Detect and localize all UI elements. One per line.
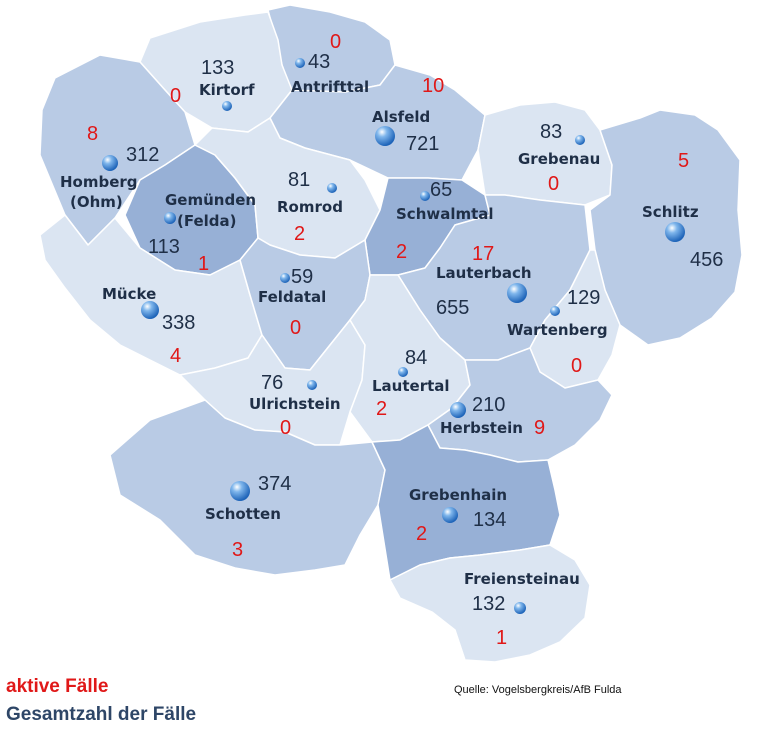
active-cases-feldatal: 0: [290, 317, 301, 339]
municipality-name-grebenhain: Grebenhain: [409, 486, 507, 504]
sphere-marker-icon: [280, 273, 290, 283]
sphere-marker-icon: [550, 306, 560, 316]
total-cases-lautertal: 84: [405, 347, 427, 369]
total-cases-romrod: 81: [288, 169, 310, 191]
sphere-marker-icon: [442, 507, 458, 523]
active-cases-alsfeld: 10: [422, 75, 444, 97]
active-cases-schotten: 3: [232, 539, 243, 561]
active-cases-muecke: 4: [170, 345, 181, 367]
total-cases-schotten: 374: [258, 473, 291, 495]
total-cases-alsfeld: 721: [406, 133, 439, 155]
active-cases-lautertal: 2: [376, 398, 387, 420]
active-cases-kirtorf: 0: [170, 85, 181, 107]
municipality-name-muecke: Mücke: [102, 285, 156, 303]
total-cases-wartenberg: 129: [567, 287, 600, 309]
active-cases-romrod: 2: [294, 223, 305, 245]
total-cases-homberg: 312: [126, 144, 159, 166]
sphere-marker-icon: [375, 126, 395, 146]
municipality-name-homberg: Homberg: [60, 173, 138, 191]
legend-active-cases: aktive Fälle: [6, 676, 109, 697]
sphere-marker-icon: [230, 481, 250, 501]
sphere-marker-icon: [327, 183, 337, 193]
municipality-name-romrod: Romrod: [277, 198, 343, 216]
municipality-name-wartenberg: Wartenberg: [507, 321, 608, 339]
municipality-name-schlitz: Schlitz: [642, 203, 699, 221]
municipality-name-gemuenden: Gemünden: [165, 191, 256, 209]
municipality-labels: Antrifttal430Kirtorf1330Alsfeld72110Homb…: [60, 31, 723, 649]
source-credit: Quelle: Vogelsbergkreis/AfB Fulda: [454, 684, 622, 696]
municipality-name-kirtorf: Kirtorf: [199, 81, 255, 99]
sphere-marker-icon: [575, 135, 585, 145]
total-cases-schlitz: 456: [690, 249, 723, 271]
municipality-name-alsfeld: Alsfeld: [372, 108, 430, 126]
active-cases-antrifttal: 0: [330, 31, 341, 53]
municipality-name-herbstein: Herbstein: [440, 419, 523, 437]
sphere-marker-icon: [102, 155, 118, 171]
district-map: Antrifttal430Kirtorf1330Alsfeld72110Homb…: [39, 4, 743, 663]
active-cases-lauterbach: 17: [472, 243, 494, 265]
municipality-name-schotten: Schotten: [205, 505, 281, 523]
sphere-marker-icon: [450, 402, 466, 418]
legend-total-cases: Gesamtzahl der Fälle: [6, 704, 197, 725]
active-cases-gemuenden: 1: [198, 253, 209, 275]
active-cases-grebenhain: 2: [416, 523, 427, 545]
region-schlitz: [589, 109, 743, 346]
total-cases-feldatal: 59: [291, 266, 313, 288]
total-cases-ulrichstein: 76: [261, 372, 283, 394]
sphere-marker-icon: [222, 101, 232, 111]
region-herbstein: [427, 347, 613, 463]
municipality-name-grebenau: Grebenau: [518, 150, 600, 168]
sphere-marker-icon: [295, 58, 305, 68]
sphere-marker-icon: [507, 283, 527, 303]
total-cases-lauterbach: 655: [436, 297, 469, 319]
total-cases-kirtorf: 133: [201, 57, 234, 79]
total-cases-muecke: 338: [162, 312, 195, 334]
sphere-marker-icon: [307, 380, 317, 390]
municipality-name-lauterbach: Lauterbach: [436, 264, 532, 282]
active-cases-freiensteinau: 1: [496, 627, 507, 649]
active-cases-wartenberg: 0: [571, 355, 582, 377]
total-cases-grebenau: 83: [540, 121, 562, 143]
sphere-marker-icon: [665, 222, 685, 242]
active-cases-schlitz: 5: [678, 150, 689, 172]
total-cases-grebenhain: 134: [473, 509, 506, 531]
municipality-name-feldatal: Feldatal: [258, 288, 326, 306]
total-cases-freiensteinau: 132: [472, 593, 505, 615]
sphere-marker-icon: [420, 191, 430, 201]
municipality-name-antrifttal: Antrifttal: [291, 78, 369, 96]
sphere-marker-icon: [514, 602, 526, 614]
active-cases-ulrichstein: 0: [280, 417, 291, 439]
municipality-name-homberg: (Ohm): [70, 193, 123, 211]
region-freiensteinau: [389, 544, 591, 663]
municipality-name-gemuenden: (Felda): [177, 212, 237, 230]
sphere-marker-icon: [141, 301, 159, 319]
municipality-name-freiensteinau: Freiensteinau: [464, 570, 580, 588]
active-cases-grebenau: 0: [548, 173, 559, 195]
active-cases-schwalmtal: 2: [396, 241, 407, 263]
active-cases-herbstein: 9: [534, 417, 545, 439]
municipality-name-ulrichstein: Ulrichstein: [249, 395, 341, 413]
total-cases-herbstein: 210: [472, 394, 505, 416]
sphere-marker-icon: [164, 212, 176, 224]
sphere-marker-icon: [398, 367, 408, 377]
municipality-name-schwalmtal: Schwalmtal: [396, 205, 494, 223]
municipality-regions: [39, 4, 743, 663]
municipality-name-lautertal: Lautertal: [372, 377, 450, 395]
active-cases-homberg: 8: [87, 123, 98, 145]
total-cases-schwalmtal: 65: [430, 179, 452, 201]
total-cases-antrifttal: 43: [308, 51, 330, 73]
total-cases-gemuenden: 113: [148, 236, 180, 258]
